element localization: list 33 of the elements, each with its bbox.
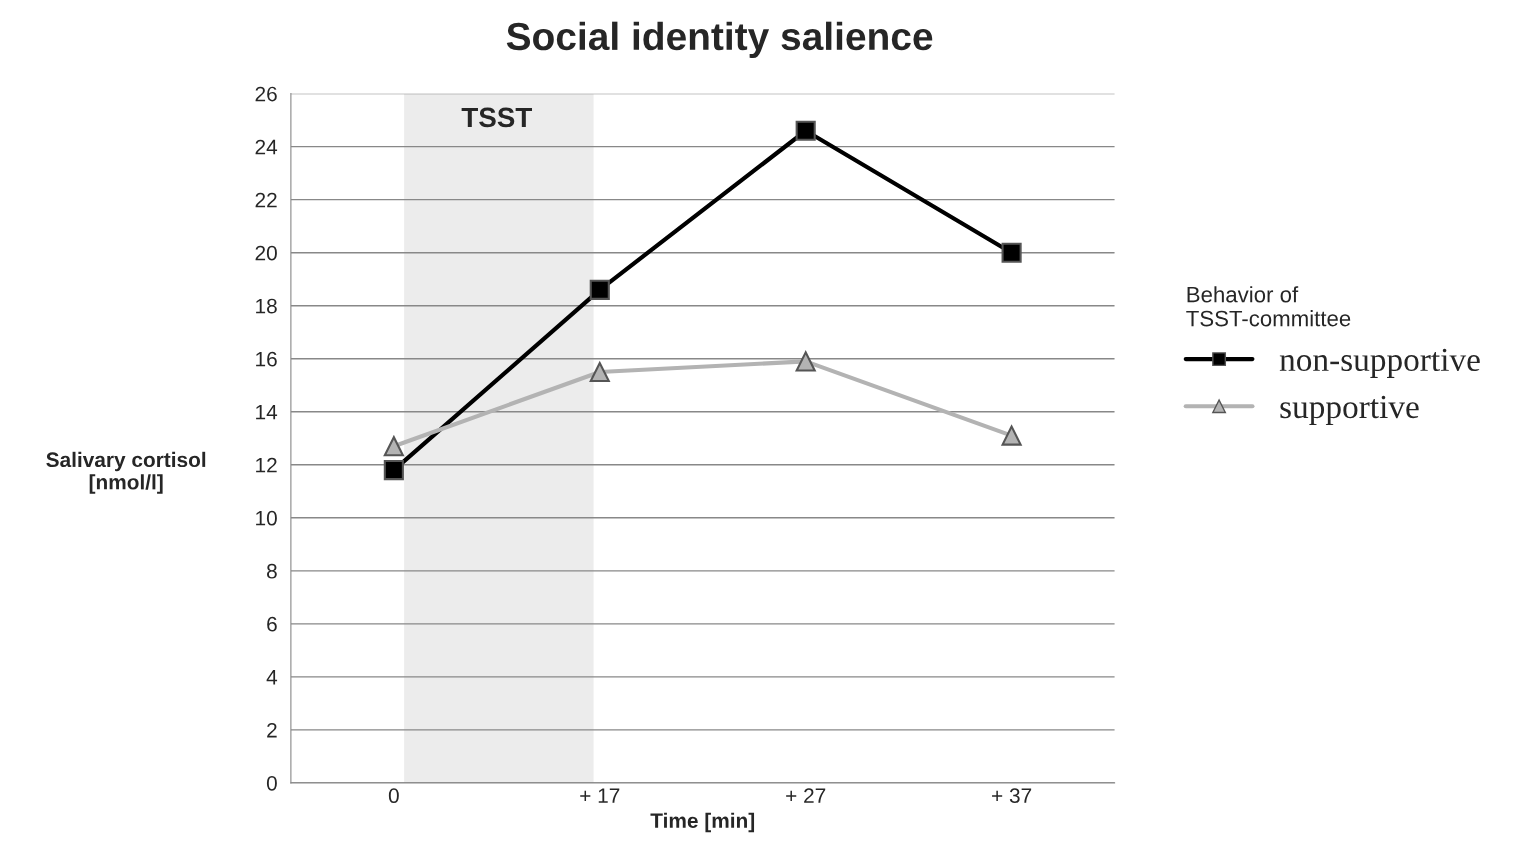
- point: [589, 279, 610, 300]
- point: [383, 460, 404, 481]
- chart-title: Social identity salience: [506, 21, 933, 58]
- x-tick-label: + 37: [992, 788, 1032, 804]
- point: [1001, 242, 1022, 263]
- legend-label: supportive: [1280, 395, 1419, 425]
- y-tick-label: 4: [266, 670, 278, 685]
- x-axis-title: Time [min]: [650, 812, 755, 833]
- point: [795, 351, 816, 372]
- x-tick-label: + 17: [580, 788, 620, 803]
- y-tick-label: 22: [255, 192, 277, 208]
- point: [1001, 425, 1022, 446]
- y-tick-label: 10: [256, 510, 277, 526]
- y-tick-label: 24: [255, 139, 278, 155]
- point: [589, 361, 610, 383]
- y-tick-label: 26: [255, 86, 277, 102]
- y-axis-title: Salivary cortisol [nmol/l]: [46, 451, 206, 494]
- y-tick-label: 8: [267, 563, 277, 579]
- band-label: TSST: [461, 107, 533, 128]
- x-tick-label: 0: [388, 788, 399, 804]
- y-tick-label: 6: [267, 616, 277, 632]
- point: [795, 120, 816, 141]
- y-tick-label: 0: [266, 775, 277, 791]
- x-tick-label: + 27: [786, 788, 826, 803]
- y-tick-label: 2: [267, 722, 277, 738]
- y-tick-label: 18: [256, 298, 277, 314]
- y-tick-label: 14: [256, 404, 278, 420]
- y-tick-label: 12: [256, 457, 277, 473]
- y-tick-label: 16: [256, 351, 277, 367]
- legend-label: non-supportive: [1279, 348, 1480, 378]
- point: [383, 436, 404, 457]
- y-tick-label: 20: [255, 245, 277, 261]
- legend-title: Behavior of TSST-committee: [1186, 286, 1351, 327]
